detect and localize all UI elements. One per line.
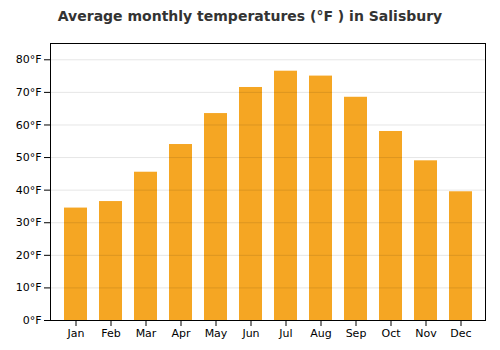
- svg-text:30°F: 30°F: [16, 216, 42, 229]
- svg-text:0°F: 0°F: [23, 314, 42, 327]
- svg-text:60°F: 60°F: [16, 118, 42, 131]
- svg-text:Mar: Mar: [136, 327, 157, 340]
- html-text:Average monthly temperatures (: Average monthly temperatures (°F ) in Sa…: [57, 8, 443, 24]
- svg-text:Aug: Aug: [310, 327, 331, 340]
- svg-text:Jun: Jun: [241, 327, 259, 340]
- svg-text:Dec: Dec: [450, 327, 471, 340]
- svg-text:10°F: 10°F: [16, 281, 42, 294]
- svg-text:May: May: [205, 327, 228, 340]
- svg-text:20°F: 20°F: [16, 249, 42, 262]
- svg-text:80°F: 80°F: [16, 53, 42, 66]
- svg-text:Jan: Jan: [67, 327, 85, 340]
- svg-text:Apr: Apr: [171, 327, 191, 340]
- svg-text:40°F: 40°F: [16, 184, 42, 197]
- svg-text:70°F: 70°F: [16, 86, 42, 99]
- svg-text:Jul: Jul: [278, 327, 292, 340]
- svg-text:50°F: 50°F: [16, 151, 42, 164]
- svg-text:Sep: Sep: [346, 327, 367, 340]
- svg-text:Feb: Feb: [101, 327, 120, 340]
- svg-text:Oct: Oct: [381, 327, 401, 340]
- svg-text:Nov: Nov: [415, 327, 437, 340]
